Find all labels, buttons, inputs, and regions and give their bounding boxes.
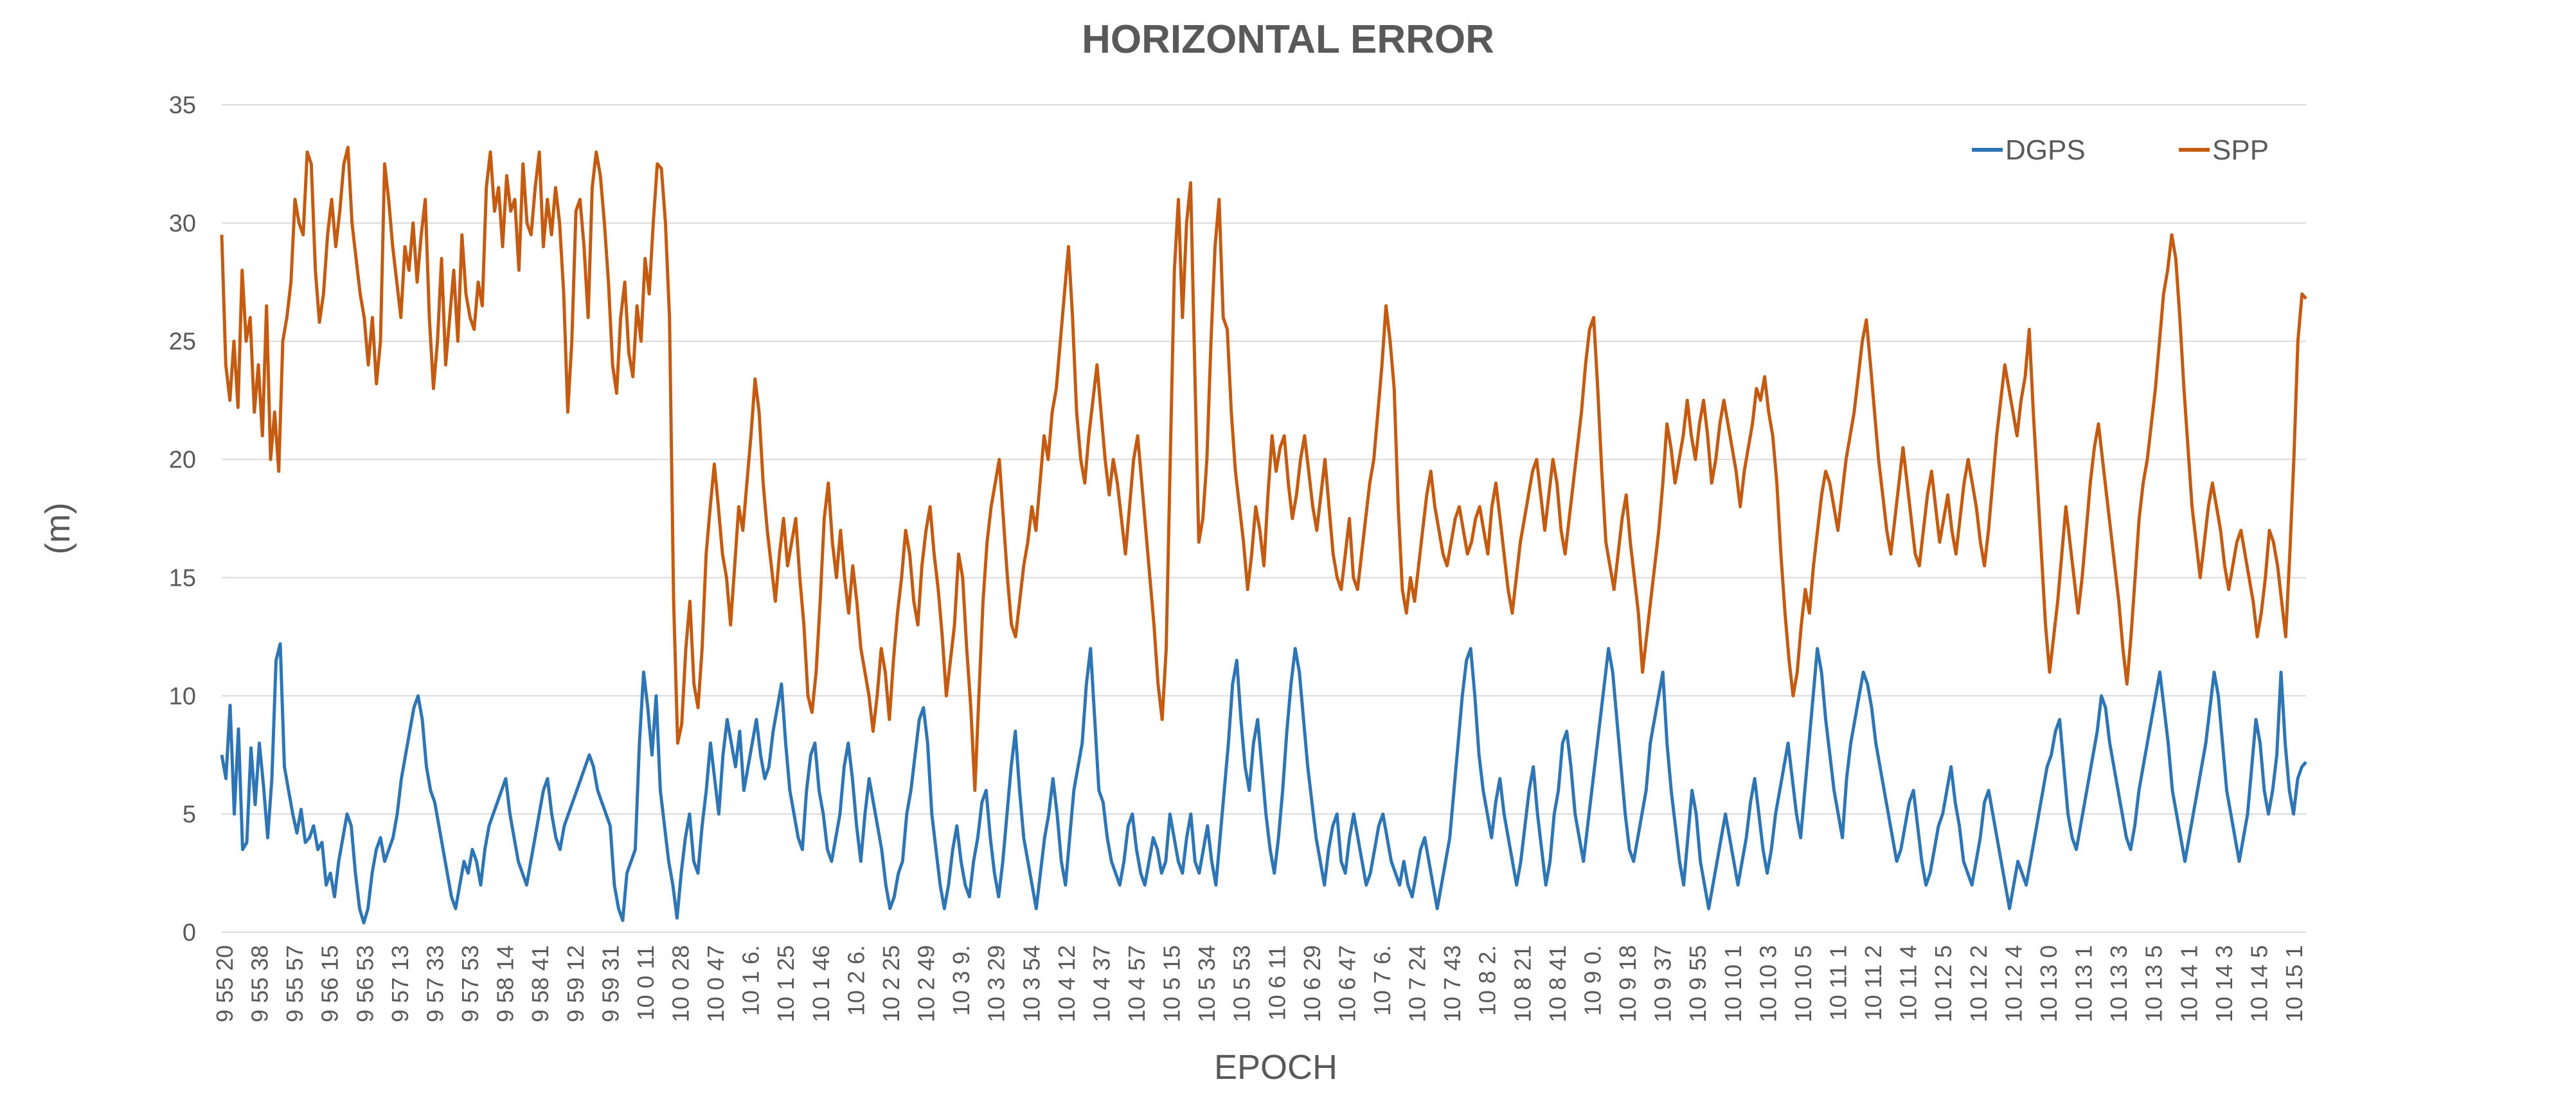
x-tick-label: 10 4 37: [1088, 945, 1114, 1022]
series-line-dgps: [220, 642, 2307, 925]
x-tick-label: 10 9 0.: [1579, 945, 1606, 1016]
y-tick-label: 20: [169, 447, 196, 474]
x-tick-label: 10 0 11: [632, 945, 659, 1020]
x-tick-label: 10 13 3: [2106, 945, 2132, 1022]
x-tick-label: 10 15 1: [2281, 945, 2307, 1022]
x-tick-label: 10 11 2: [1860, 945, 1886, 1020]
x-tick-label: 10 1 6.: [738, 945, 764, 1016]
y-axis-title: (m): [39, 503, 77, 555]
x-tick-label: 10 11 1: [1825, 945, 1852, 1020]
x-tick-label: 10 9 37: [1650, 945, 1676, 1022]
x-tick-label: 10 12 5: [1930, 945, 1956, 1022]
series-lines: [220, 145, 2307, 925]
legend: DGPS SPP: [1972, 134, 2269, 166]
x-tick-label: 10 6 11: [1264, 945, 1290, 1020]
legend-label-dgps: DGPS: [2005, 134, 2086, 166]
x-tick-label: 10 7 6.: [1369, 945, 1395, 1016]
x-tick-label: 10 12 2: [1965, 945, 1992, 1022]
x-tick-label: 10 5 15: [1159, 945, 1185, 1022]
x-tick-label: 10 8 41: [1544, 945, 1571, 1022]
x-tick-label: 10 3 9.: [948, 945, 974, 1016]
x-tick-label: 10 13 1: [2071, 945, 2097, 1022]
x-tick-label: 10 14 5: [2246, 945, 2272, 1022]
x-tick-label: 9 56 53: [352, 945, 378, 1022]
x-tick-label: 10 2 6.: [843, 945, 869, 1016]
x-tick-label: 10 7 24: [1404, 945, 1431, 1022]
x-tick-label: 9 59 31: [597, 945, 623, 1022]
x-tick-label: 10 3 54: [1018, 945, 1044, 1022]
y-axis-tick-labels: 0 5 10 15 20 25 30 35: [169, 92, 196, 946]
y-tick-label: 35: [169, 92, 196, 119]
x-tick-label: 10 12 4: [2000, 945, 2026, 1022]
y-tick-label: 5: [183, 801, 196, 828]
x-tick-label: 10 2 49: [913, 945, 940, 1022]
x-tick-label: 10 0 47: [702, 945, 729, 1022]
legend-label-spp: SPP: [2212, 134, 2269, 166]
y-tick-label: 0: [183, 919, 196, 946]
x-tick-label: 10 9 55: [1685, 945, 1711, 1022]
x-tick-label: 10 5 34: [1194, 945, 1220, 1022]
chart-title: HORIZONTAL ERROR: [1082, 17, 1494, 62]
x-tick-label: 10 10 5: [1790, 945, 1816, 1022]
x-tick-label: 9 56 15: [317, 945, 343, 1022]
y-tick-label: 30: [169, 210, 196, 237]
x-tick-label: 9 55 38: [247, 945, 273, 1022]
x-tick-label: 10 10 3: [1755, 945, 1781, 1022]
x-tick-label: 10 4 57: [1123, 945, 1150, 1022]
x-axis-title: EPOCH: [1214, 1048, 1337, 1087]
x-tick-label: 10 13 5: [2141, 945, 2167, 1022]
x-tick-label: 10 7 43: [1439, 945, 1465, 1022]
x-tick-label: 9 59 12: [562, 945, 589, 1022]
x-tick-label: 9 55 20: [211, 945, 238, 1022]
y-tick-label: 10: [169, 683, 196, 710]
x-tick-label: 10 4 12: [1053, 945, 1080, 1022]
x-tick-label: 10 9 18: [1614, 945, 1641, 1022]
x-tick-label: 9 57 53: [457, 945, 483, 1022]
x-tick-label: 10 13 0: [2035, 945, 2062, 1022]
x-tick-label: 10 1 25: [773, 945, 799, 1022]
x-tick-label: 9 55 57: [282, 945, 308, 1022]
x-tick-label: 9 58 14: [492, 945, 519, 1022]
x-tick-label: 10 2 25: [878, 945, 904, 1022]
x-tick-label: 10 10 1: [1720, 945, 1746, 1022]
y-tick-label: 25: [169, 329, 196, 356]
x-tick-label: 10 8 21: [1509, 945, 1535, 1022]
x-tick-label: 10 6 29: [1299, 945, 1325, 1022]
x-tick-label: 9 57 13: [387, 945, 413, 1022]
x-tick-label: 10 0 28: [667, 945, 693, 1022]
x-tick-label: 10 6 47: [1334, 945, 1360, 1022]
x-tick-label: 10 8 2.: [1474, 945, 1501, 1016]
x-tick-label: 10 3 29: [983, 945, 1010, 1022]
x-tick-label: 10 5 53: [1229, 945, 1255, 1022]
x-tick-label: 9 57 33: [422, 945, 448, 1022]
x-tick-label: 10 1 46: [808, 945, 834, 1022]
x-tick-label: 10 14 1: [2176, 945, 2202, 1022]
x-tick-label: 10 14 3: [2211, 945, 2237, 1022]
series-line-spp: [220, 145, 2307, 792]
x-tick-label: 9 58 41: [527, 945, 553, 1022]
x-tick-label: 10 11 4: [1895, 945, 1922, 1020]
x-axis-tick-labels: 9 55 20 9 55 38 9 55 57 9 56 15 9 56 53 9 57 …: [211, 945, 2307, 1022]
y-tick-label: 15: [169, 565, 196, 592]
